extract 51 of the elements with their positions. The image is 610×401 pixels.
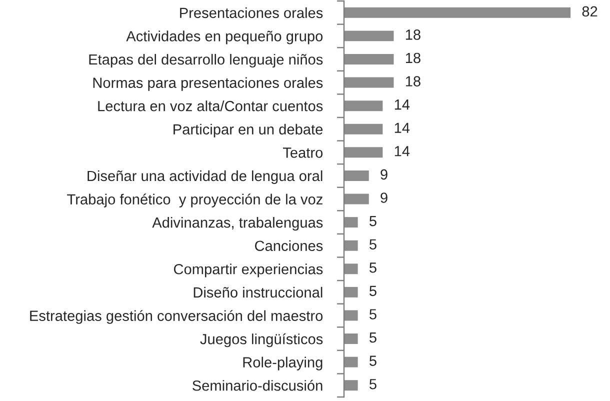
data-label: 14 xyxy=(394,100,410,110)
y-tick-label: Estrategias gestión conversación del maestro xyxy=(30,310,323,324)
y-tick-label: Diseño instruccional xyxy=(194,286,322,298)
y-tick-label: Presentaciones orales xyxy=(180,7,323,18)
bar xyxy=(344,286,358,298)
y-tick-label: Lectura en voz alta/Contar cuentos xyxy=(98,100,323,112)
bar xyxy=(344,380,358,391)
y-tick-label: Role-playing xyxy=(243,356,322,370)
y-tick-label: Normas para presentaciones orales xyxy=(93,77,323,91)
bar xyxy=(344,264,358,274)
data-label: 9 xyxy=(380,192,388,203)
y-tick-label: Adivinanzas, trabalenguas xyxy=(152,217,323,231)
data-label: 5 xyxy=(370,356,376,366)
bar xyxy=(344,356,358,368)
y-tick-label: Trabajo fonético y proyección de la voz xyxy=(67,194,322,208)
bar xyxy=(344,54,394,64)
y-tick-label: Compartir experiencias xyxy=(174,264,323,278)
bar xyxy=(344,240,358,251)
y-tick-label: Etapas del desarrollo lenguaje niños xyxy=(89,54,323,68)
data-label: 5 xyxy=(370,309,376,320)
data-label: 5 xyxy=(370,332,376,343)
bar xyxy=(344,124,383,134)
data-label: 5 xyxy=(370,379,376,390)
y-tick-label: Teatro xyxy=(282,148,323,158)
bar xyxy=(344,170,369,181)
bar xyxy=(344,100,383,112)
bar xyxy=(344,194,369,204)
data-label: 5 xyxy=(370,216,376,226)
bar xyxy=(344,334,358,344)
y-tick-label: Canciones xyxy=(255,240,323,252)
bar xyxy=(344,7,571,18)
bar xyxy=(344,30,394,42)
bar xyxy=(344,147,383,158)
data-label: 14 xyxy=(394,146,410,156)
data-label: 14 xyxy=(394,122,410,133)
y-tick-label: Juegos lingüísticos xyxy=(200,333,323,348)
data-label: 18 xyxy=(406,76,420,86)
y-tick-label: Actividades en pequeño grupo xyxy=(126,30,323,44)
bar xyxy=(344,310,358,321)
data-label: 18 xyxy=(406,52,420,64)
bar xyxy=(344,217,358,228)
bar xyxy=(344,77,394,88)
data-label: 82 xyxy=(582,6,598,17)
data-label: 18 xyxy=(406,30,420,40)
y-tick-label: Participar en un debate xyxy=(174,124,323,138)
y-tick-label: Diseñar una actividad de lengua oral xyxy=(88,170,322,184)
y-tick-label: Seminario-discusión xyxy=(192,380,322,391)
data-label: 9 xyxy=(380,169,388,180)
data-label: 5 xyxy=(370,286,376,296)
data-label: 5 xyxy=(370,239,376,250)
data-label: 5 xyxy=(370,262,376,273)
